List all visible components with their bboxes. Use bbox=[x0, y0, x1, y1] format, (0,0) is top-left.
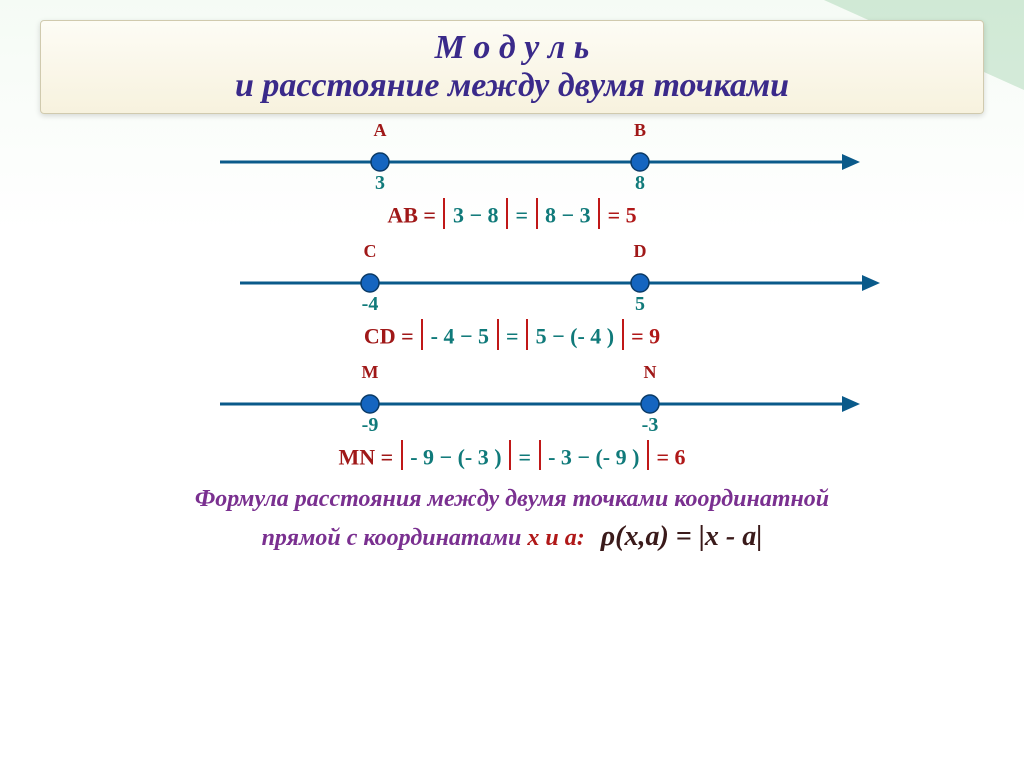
abs-bar-icon bbox=[536, 198, 538, 229]
number-line-3: M-9N-3 bbox=[220, 366, 860, 436]
abs-bar-icon bbox=[421, 319, 423, 350]
footer-line-2b: х и а: bbox=[527, 525, 584, 551]
eq-part: 5 bbox=[626, 202, 637, 227]
abs-bar-icon bbox=[506, 198, 508, 229]
abs-bar-icon bbox=[401, 440, 403, 471]
footer-formula: ρ(х,а) = |х - а| bbox=[601, 521, 763, 552]
eq-part: - 3 − (- 9 ) bbox=[543, 444, 645, 469]
title-line-2: и расстояние между двумя точками bbox=[53, 67, 971, 105]
number-line-2: C-4D5 bbox=[240, 245, 880, 315]
axis-svg bbox=[220, 142, 860, 182]
eq-part: CD = bbox=[364, 323, 419, 348]
eq-part: AB = bbox=[387, 202, 441, 227]
eq-part: = bbox=[501, 323, 525, 348]
point-C bbox=[361, 274, 379, 292]
point-D bbox=[631, 274, 649, 292]
point-label-M: M bbox=[360, 362, 380, 383]
abs-bar-icon bbox=[622, 319, 624, 350]
point-label-N: N bbox=[640, 362, 660, 383]
point-label-D: D bbox=[630, 241, 650, 262]
axis-svg bbox=[240, 263, 880, 303]
eq-part: - 4 − 5 bbox=[425, 323, 494, 348]
point-label-B: B bbox=[630, 120, 650, 141]
point-label-C: C bbox=[360, 241, 380, 262]
footer-line-2a: прямой с координатами bbox=[262, 525, 528, 551]
diagrams-container: A3B8AB = 3 − 8 = 8 − 3 = 5C-4D5CD = - 4 … bbox=[40, 124, 984, 472]
equation-3: MN = - 9 − (- 3 ) = - 3 − (- 9 ) = 6 bbox=[40, 442, 984, 473]
axis-svg bbox=[220, 384, 860, 424]
eq-part: = bbox=[656, 444, 674, 469]
footer-line-1: Формула расстояния между двумя точками к… bbox=[40, 486, 984, 513]
footer-line-2: прямой с координатами х и а: ρ(х,а) = |х… bbox=[40, 521, 984, 553]
title-box: М о д у л ь и расстояние между двумя точ… bbox=[40, 20, 984, 114]
point-A bbox=[371, 153, 389, 171]
eq-part: = bbox=[608, 202, 626, 227]
abs-bar-icon bbox=[539, 440, 541, 471]
equation-2: CD = - 4 − 5 = 5 − (- 4 ) = 9 bbox=[40, 321, 984, 352]
abs-bar-icon bbox=[443, 198, 445, 229]
eq-part: MN = bbox=[339, 444, 399, 469]
abs-bar-icon bbox=[509, 440, 511, 471]
eq-part: = bbox=[510, 202, 534, 227]
abs-bar-icon bbox=[497, 319, 499, 350]
point-label-A: A bbox=[370, 120, 390, 141]
eq-part: = bbox=[513, 444, 537, 469]
eq-part: - 9 − (- 3 ) bbox=[405, 444, 507, 469]
abs-bar-icon bbox=[647, 440, 649, 471]
eq-part: 3 − 8 bbox=[447, 202, 504, 227]
title-line-1: М о д у л ь bbox=[53, 29, 971, 67]
abs-bar-icon bbox=[526, 319, 528, 350]
equation-1: AB = 3 − 8 = 8 − 3 = 5 bbox=[40, 200, 984, 231]
eq-part: 8 − 3 bbox=[540, 202, 597, 227]
eq-part: 9 bbox=[649, 323, 660, 348]
number-line-1: A3B8 bbox=[220, 124, 860, 194]
slide-content: М о д у л ь и расстояние между двумя точ… bbox=[0, 0, 1024, 767]
abs-bar-icon bbox=[598, 198, 600, 229]
point-M bbox=[361, 395, 379, 413]
point-N bbox=[641, 395, 659, 413]
point-B bbox=[631, 153, 649, 171]
eq-part: = bbox=[631, 323, 649, 348]
eq-part: 6 bbox=[674, 444, 685, 469]
eq-part: 5 − (- 4 ) bbox=[530, 323, 620, 348]
